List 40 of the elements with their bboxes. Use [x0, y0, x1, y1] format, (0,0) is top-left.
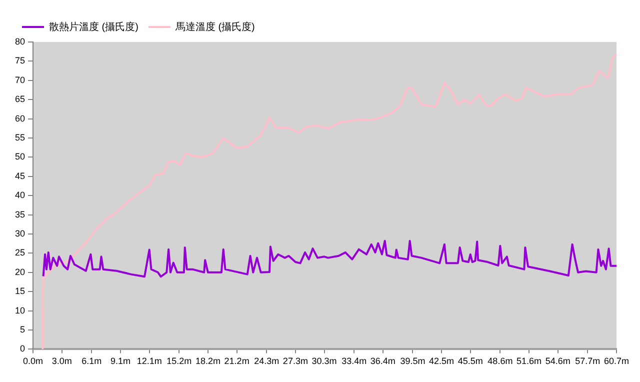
- x-tick-label: 48.6m: [488, 356, 513, 366]
- y-tick-label: 80: [14, 36, 26, 46]
- legend-label: 散熱片溫度 (攝氏度): [49, 20, 138, 33]
- y-tick-label: 15: [14, 286, 26, 296]
- y-tick-label: 30: [14, 228, 26, 238]
- x-tick-label: 54.6m: [545, 356, 570, 366]
- x-tick-label: 15.2m: [166, 356, 192, 366]
- x-tick-label: 39.5m: [400, 356, 426, 366]
- x-tick-label: 42.5m: [429, 356, 454, 366]
- y-tick-label: 60: [14, 113, 26, 124]
- legend-label: 馬達溫度 (攝氏度): [174, 20, 255, 33]
- x-tick-label: 30.3m: [312, 356, 337, 366]
- x-tick-label: 60.7m: [604, 356, 629, 366]
- x-tick-label: 9.1m: [110, 356, 130, 366]
- y-tick-label: 70: [14, 74, 26, 85]
- x-tick-label: 33.4m: [342, 356, 367, 366]
- x-tick-label: 36.4m: [370, 356, 396, 366]
- x-tick-label: 57.7m: [575, 356, 600, 366]
- x-tick-label: 0.0m: [23, 356, 44, 366]
- x-tick-label: 24.3m: [254, 356, 280, 366]
- y-tick-label: 50: [14, 152, 26, 162]
- y-tick-label: 75: [14, 56, 26, 66]
- y-tick-label: 25: [14, 248, 26, 258]
- y-tick-label: 35: [14, 209, 26, 220]
- y-tick-label: 0: [20, 344, 26, 354]
- y-tick-label: 55: [14, 132, 26, 142]
- x-tick-label: 12.1m: [136, 356, 162, 366]
- y-tick-label: 40: [14, 190, 26, 200]
- x-tick-label: 45.5m: [458, 356, 483, 366]
- x-tick-label: 51.6m: [516, 356, 542, 366]
- x-tick-label: 27.3m: [282, 356, 308, 366]
- y-tick-label: 20: [14, 266, 26, 277]
- x-tick-label: 18.2m: [195, 356, 220, 366]
- y-tick-label: 10: [14, 305, 26, 316]
- y-tick-label: 45: [14, 170, 26, 181]
- x-tick-label: 21.2m: [224, 356, 250, 366]
- x-tick-label: 3.0m: [52, 356, 72, 366]
- y-tick-label: 65: [14, 94, 26, 104]
- x-tick-label: 6.1m: [82, 356, 102, 366]
- y-tick-label: 5: [20, 324, 26, 334]
